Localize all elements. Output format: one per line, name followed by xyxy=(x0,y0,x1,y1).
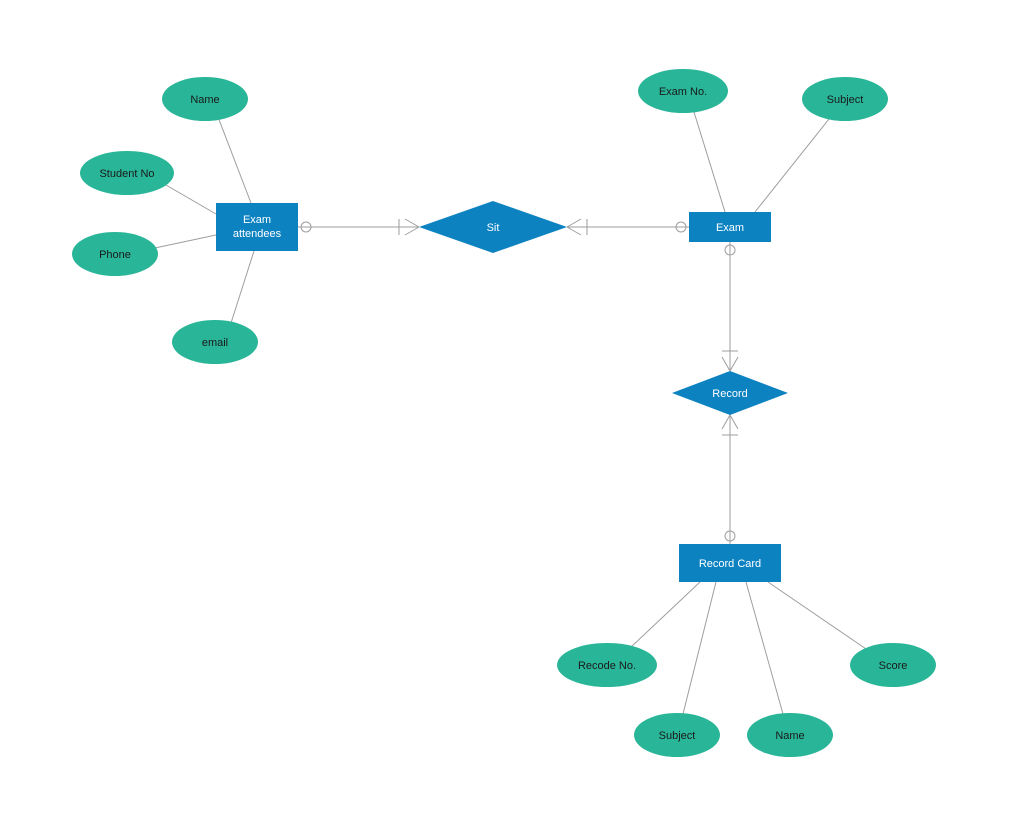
attr-edge xyxy=(683,582,716,714)
entity-label: Exam xyxy=(716,222,744,234)
attribute-student-no: Student No xyxy=(80,151,174,195)
attr-edge xyxy=(755,119,829,212)
attribute-label: email xyxy=(202,337,228,349)
entity-exam-attendees: Exam attendees xyxy=(216,203,298,251)
attr-edge xyxy=(694,112,725,212)
relationship-label: Sit xyxy=(487,222,500,234)
attribute-label: Subject xyxy=(659,730,696,742)
relationship-sit: Sit xyxy=(419,201,567,253)
attr-edge xyxy=(218,117,251,203)
attribute-label: Phone xyxy=(99,249,131,261)
attribute-label: Subject xyxy=(827,94,864,106)
attr-edge xyxy=(768,582,869,651)
attribute-label: Name xyxy=(775,730,804,742)
entity-label-line2: attendees xyxy=(233,228,282,240)
attribute-label: Name xyxy=(190,94,219,106)
entity-label: Record Card xyxy=(699,558,761,570)
attribute-label: Exam No. xyxy=(659,86,707,98)
attribute-subject-2: Subject xyxy=(634,713,720,757)
er-diagram-canvas: Sit Record Exam attendees Exam Record Ca… xyxy=(0,0,1024,816)
attr-edge xyxy=(746,582,783,714)
attribute-subject: Subject xyxy=(802,77,888,121)
attribute-exam-no: Exam No. xyxy=(638,69,728,113)
relationship-label: Record xyxy=(712,388,747,400)
attribute-phone: Phone xyxy=(72,232,158,276)
attribute-label: Recode No. xyxy=(578,660,636,672)
attribute-score: Score xyxy=(850,643,936,687)
relationship-record: Record xyxy=(672,371,788,415)
attribute-label: Score xyxy=(879,660,908,672)
attribute-name: Name xyxy=(162,77,248,121)
entity-exam: Exam xyxy=(689,212,771,242)
attr-edge xyxy=(166,185,216,214)
entity-record-card: Record Card xyxy=(679,544,781,582)
attr-edge xyxy=(231,251,254,323)
attribute-label: Student No xyxy=(99,168,154,180)
entity-label-line1: Exam xyxy=(243,214,271,226)
attribute-recode-no: Recode No. xyxy=(557,643,657,687)
attribute-email: email xyxy=(172,320,258,364)
attr-edge xyxy=(155,235,216,248)
attribute-name-2: Name xyxy=(747,713,833,757)
attr-edge xyxy=(630,582,700,648)
